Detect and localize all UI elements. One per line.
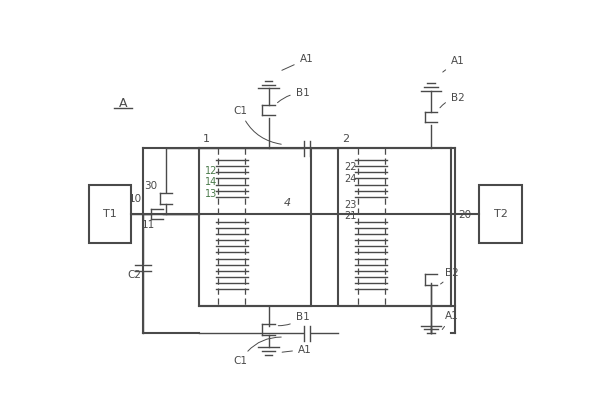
Text: 14: 14: [205, 177, 217, 187]
Text: 22: 22: [344, 162, 357, 172]
Text: 20: 20: [459, 210, 471, 220]
Text: C2: C2: [127, 270, 142, 280]
Text: T2: T2: [494, 209, 508, 219]
Text: C1: C1: [234, 106, 281, 144]
Text: A1: A1: [282, 345, 312, 355]
Text: 11: 11: [141, 220, 155, 230]
Text: 4: 4: [284, 198, 291, 208]
Text: 10: 10: [129, 194, 142, 204]
Text: 1: 1: [203, 134, 210, 144]
Text: B2: B2: [441, 268, 459, 284]
Bar: [89, 185, 132, 243]
Bar: [480, 185, 522, 243]
Text: A1: A1: [443, 56, 465, 72]
Text: A1: A1: [282, 54, 313, 70]
Text: B2: B2: [440, 93, 465, 108]
Text: 12: 12: [205, 166, 217, 176]
Text: 2: 2: [342, 134, 349, 144]
Text: C1: C1: [234, 337, 281, 366]
Text: B1: B1: [278, 312, 309, 326]
Text: 24: 24: [344, 174, 357, 184]
Bar: [338, 148, 451, 306]
Text: A1: A1: [443, 312, 459, 330]
Text: 21: 21: [344, 211, 357, 221]
Text: 13: 13: [205, 189, 217, 199]
Text: B1: B1: [277, 88, 309, 103]
Bar: [199, 148, 311, 306]
Text: A: A: [118, 97, 127, 110]
Text: T1: T1: [103, 209, 117, 219]
Text: 23: 23: [344, 200, 357, 210]
Text: 30: 30: [145, 181, 158, 191]
